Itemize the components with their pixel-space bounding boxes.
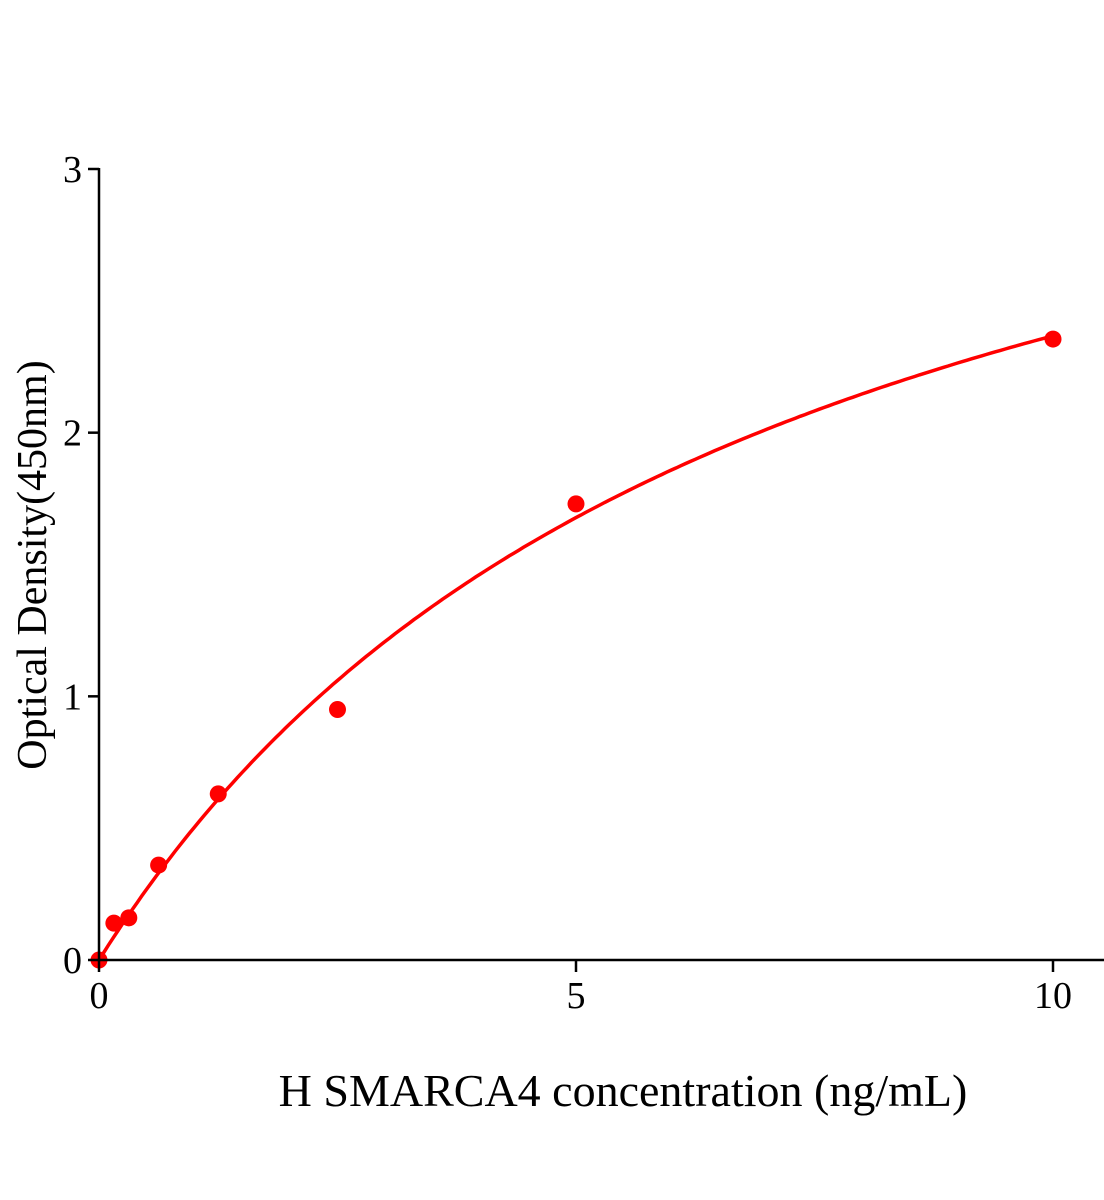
data-point [567, 495, 585, 513]
y-axis-label: Optical Density(450nm) [10, 360, 56, 769]
y-tick-label: 3 [63, 149, 82, 191]
y-tick-label: 0 [63, 940, 82, 982]
x-tick-label: 0 [90, 975, 109, 1017]
fit-curve [97, 334, 1054, 961]
data-point [209, 785, 227, 803]
data-point [150, 856, 168, 874]
data-point [120, 909, 138, 927]
data-point [1044, 330, 1062, 348]
x-axis-label: H SMARCA4 concentration (ng/mL) [279, 1065, 968, 1116]
x-tick-label: 10 [1034, 975, 1072, 1017]
x-tick-label: 5 [567, 975, 586, 1017]
data-point [329, 701, 346, 719]
y-tick-label: 1 [63, 676, 82, 718]
data-point [105, 914, 123, 932]
y-tick-label: 2 [63, 413, 82, 455]
